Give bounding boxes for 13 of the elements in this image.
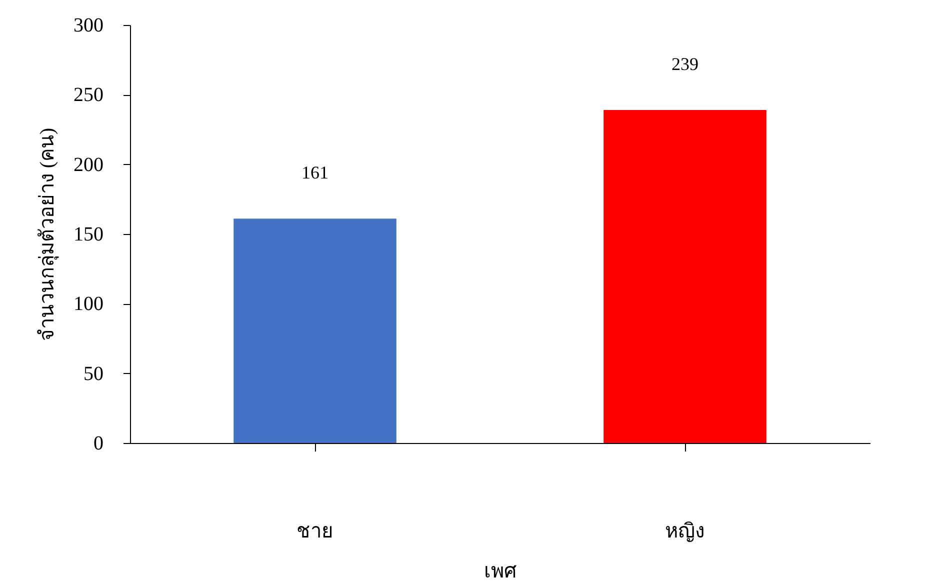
y-tick-label: 150 [74, 224, 104, 246]
y-tick-label: 0 [94, 432, 104, 454]
x-tick-label: ชาย [296, 520, 334, 542]
x-axis-title: เพศ [484, 560, 517, 582]
y-tick-label: 200 [74, 154, 104, 176]
y-tick-label: 50 [84, 362, 104, 385]
x-tick-label: หญิง [665, 520, 705, 542]
y-tick-label: 300 [74, 14, 104, 36]
y-tick-label: 250 [74, 84, 104, 106]
data-label: 161 [302, 162, 328, 183]
y-tick-label: 100 [74, 293, 104, 316]
data-label: 239 [672, 54, 698, 74]
y-axis-title: จำนวนกลุ่มตัวอย่าง (คน) [36, 128, 60, 342]
